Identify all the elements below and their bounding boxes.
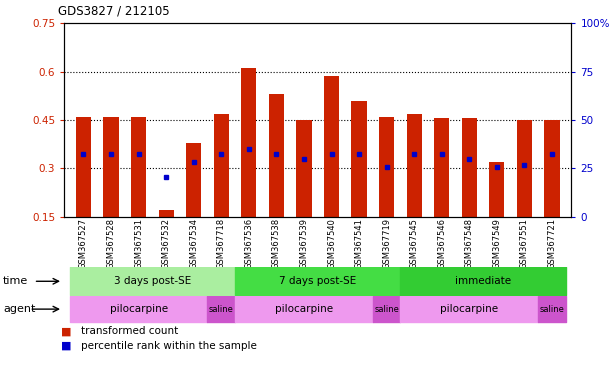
Bar	[406, 114, 422, 217]
Text: ■: ■	[61, 341, 71, 351]
Text: saline: saline	[374, 305, 399, 314]
Bar	[379, 117, 394, 217]
Text: saline: saline	[209, 305, 233, 314]
Bar	[214, 114, 229, 217]
Text: time: time	[3, 276, 28, 286]
Text: 7 days post-SE: 7 days post-SE	[279, 276, 356, 286]
Text: agent: agent	[3, 304, 35, 314]
Bar	[241, 68, 257, 217]
Bar	[489, 162, 505, 217]
Text: transformed count: transformed count	[81, 326, 178, 336]
Bar	[351, 101, 367, 217]
Text: pilocarpine: pilocarpine	[109, 304, 167, 314]
Bar	[324, 76, 339, 217]
Bar	[462, 118, 477, 217]
Text: ■: ■	[61, 326, 71, 336]
Bar	[158, 210, 174, 217]
Text: saline: saline	[540, 305, 565, 314]
Bar	[517, 120, 532, 217]
Text: 3 days post-SE: 3 days post-SE	[114, 276, 191, 286]
Text: pilocarpine: pilocarpine	[275, 304, 333, 314]
Text: immediate: immediate	[455, 276, 511, 286]
Bar	[103, 117, 119, 217]
Bar	[186, 142, 201, 217]
Bar	[131, 117, 146, 217]
Bar	[76, 117, 91, 217]
Text: percentile rank within the sample: percentile rank within the sample	[81, 341, 257, 351]
Text: GDS3827 / 212105: GDS3827 / 212105	[58, 4, 170, 17]
Bar	[434, 118, 449, 217]
Bar	[269, 94, 284, 217]
Bar	[544, 120, 560, 217]
Text: pilocarpine: pilocarpine	[441, 304, 499, 314]
Bar	[296, 120, 312, 217]
